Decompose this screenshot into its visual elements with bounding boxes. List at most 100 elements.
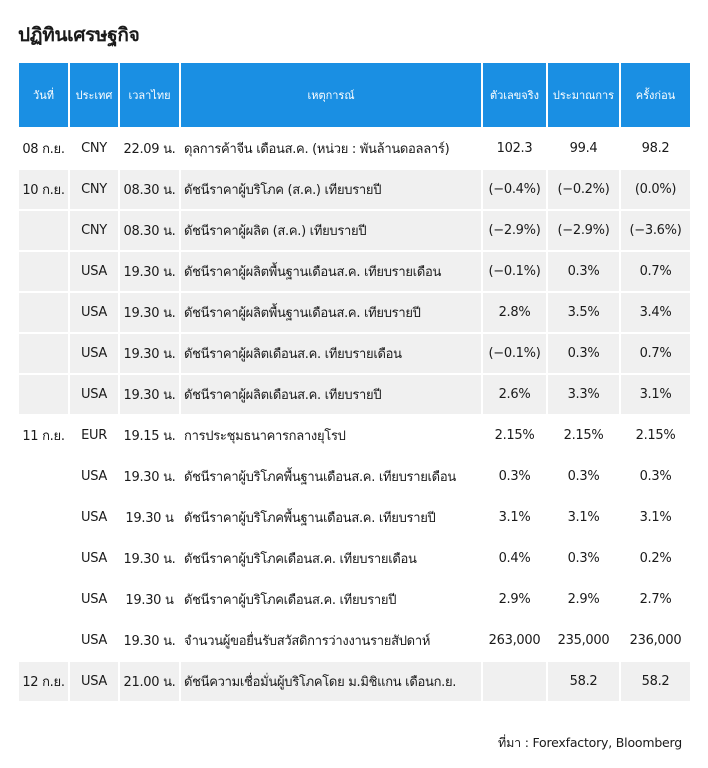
cell-actual: 0.4% [498, 551, 531, 566]
cell-date [19, 457, 68, 496]
table-row: USA 19.30 น. ดัชนีราคาผู้ผลิตเดือนส.ค. เที… [19, 375, 690, 414]
cell-event: ดัชนีราคาผู้ผลิต (ส.ค.) เทียบรายปี [181, 211, 481, 250]
cell-forecast: 0.3% [548, 252, 619, 291]
header-country: ประเทศ [70, 63, 118, 127]
cell-actual: (−2.9%) [483, 211, 546, 250]
cell-forecast: 99.4 [569, 141, 598, 156]
cell-previous: 2.7% [639, 592, 672, 607]
cell-actual: 3.1% [498, 510, 531, 525]
cell-previous: 2.15% [635, 428, 676, 443]
cell-date: 08 ก.ย. [22, 142, 65, 157]
cell-event: การประชุมธนาคารกลางยุโรป [184, 429, 346, 444]
cell-event: ดัชนีความเชื่อมั่นผู้บริโภคโดย ม.มิชิแกน… [181, 662, 481, 701]
cell-forecast: (−2.9%) [548, 211, 619, 250]
cell-actual: 2.6% [483, 375, 546, 414]
cell-date [19, 252, 68, 291]
header-actual: ตัวเลขจริง [483, 63, 546, 127]
cell-time: 19.30 น. [120, 293, 179, 332]
cell-forecast: 3.1% [567, 510, 600, 525]
cell-time: 19.30 น. [123, 552, 176, 567]
table-row: USA 19.30 น. จำนวนผู้ขอยื่นรับสวัสดิการว่า… [19, 621, 690, 660]
cell-event: ดัชนีราคาผู้ผลิตพื้นฐานเดือนส.ค. เทียบรา… [181, 293, 481, 332]
cell-actual: 2.9% [498, 592, 531, 607]
table-row: 08 ก.ย. CNY 22.09 น. ดุลการค้าจีน เดือนส.ค.… [19, 129, 690, 168]
cell-country: CNY [81, 141, 107, 156]
cell-forecast: 3.3% [548, 375, 619, 414]
cell-country: USA [80, 633, 107, 648]
cell-country: USA [70, 662, 118, 701]
cell-country: USA [80, 592, 107, 607]
cell-forecast: 2.15% [563, 428, 604, 443]
cell-event: ดัชนีราคาผู้บริโภคพื้นฐานเดือนส.ค. เทียบ… [184, 470, 456, 485]
page-title: ปฏิทินเศรษฐกิจ [18, 24, 140, 46]
cell-time: 19.30 น. [123, 634, 176, 649]
cell-event: ดัชนีราคาผู้บริโภคเดือนส.ค. เทียบรายเดือ… [184, 552, 417, 567]
header-forecast: ประมาณการ [548, 63, 619, 127]
cell-previous: 98.2 [641, 141, 670, 156]
cell-forecast: 3.5% [548, 293, 619, 332]
cell-forecast: 2.9% [567, 592, 600, 607]
table-row: USA 19.30 น. ดัชนีราคาผู้ผลิตพื้นฐานเดือนส… [19, 252, 690, 291]
header-event: เหตุการณ์ [181, 63, 481, 127]
cell-event: ดุลการค้าจีน เดือนส.ค. (หน่วย : พันล้านด… [184, 142, 450, 157]
cell-time: 19.30 น. [123, 470, 176, 485]
cell-actual: 102.3 [496, 141, 533, 156]
cell-previous: 58.2 [621, 662, 690, 701]
cell-event: ดัชนีราคาผู้บริโภค (ส.ค.) เทียบรายปี [181, 170, 481, 209]
cell-country: USA [70, 252, 118, 291]
cell-forecast: 0.3% [567, 469, 600, 484]
cell-time: 19.30 น. [120, 252, 179, 291]
table-row: USA 19.30 น. ดัชนีราคาผู้ผลิตเดือนส.ค. เที… [19, 334, 690, 373]
cell-date [19, 498, 68, 537]
header-time: เวลาไทย [120, 63, 179, 127]
cell-time: 22.09 น. [123, 142, 176, 157]
cell-actual: 2.8% [483, 293, 546, 332]
cell-previous: 236,000 [629, 633, 682, 648]
cell-previous: 0.2% [639, 551, 672, 566]
table-row: USA 19.30 น. ดัชนีราคาผู้ผลิตพื้นฐานเดือนส… [19, 293, 690, 332]
cell-date [19, 211, 68, 250]
cell-forecast: 235,000 [557, 633, 610, 648]
cell-actual: 263,000 [488, 633, 541, 648]
cell-date [19, 621, 68, 660]
cell-time: 19.30 น [125, 511, 174, 526]
cell-time: 08.30 น. [120, 211, 179, 250]
cell-date [19, 580, 68, 619]
header-row: วันที่ ประเทศ เวลาไทย เหตุการณ์ ตัวเลขจร… [19, 63, 690, 127]
cell-country: USA [70, 375, 118, 414]
cell-actual: (−0.1%) [483, 334, 546, 373]
cell-actual [483, 662, 546, 701]
cell-country: USA [70, 293, 118, 332]
header-date: วันที่ [19, 63, 68, 127]
cell-event: ดัชนีราคาผู้บริโภคเดือนส.ค. เทียบรายปี [184, 593, 397, 608]
cell-date: 11 ก.ย. [22, 429, 65, 444]
cell-event: ดัชนีราคาผู้ผลิตพื้นฐานเดือนส.ค. เทียบรา… [181, 252, 481, 291]
cell-country: EUR [81, 428, 107, 443]
cell-previous: 3.4% [621, 293, 690, 332]
cell-country: USA [70, 334, 118, 373]
cell-previous: 0.3% [639, 469, 672, 484]
cell-forecast: (−0.2%) [548, 170, 619, 209]
table-row: 10 ก.ย. CNY 08.30 น. ดัชนีราคาผู้บริโภค (ส.… [19, 170, 690, 209]
cell-time: 08.30 น. [120, 170, 179, 209]
table-row: USA 19.30 น ดัชนีราคาผู้บริโภคพื้นฐานเดือน… [19, 498, 690, 537]
cell-forecast: 0.3% [567, 551, 600, 566]
table-row: USA 19.30 น ดัชนีราคาผู้บริโภคเดือนส.ค. เท… [19, 580, 690, 619]
cell-country: USA [80, 551, 107, 566]
cell-time: 19.30 น. [120, 375, 179, 414]
cell-date [19, 539, 68, 578]
cell-event: จำนวนผู้ขอยื่นรับสวัสดิการว่างงานรายสัปด… [184, 634, 431, 649]
cell-actual: (−0.1%) [483, 252, 546, 291]
table-row: 11 ก.ย. EUR 19.15 น. การประชุมธนาคารกลางยุโ… [19, 416, 690, 455]
cell-date [19, 334, 68, 373]
cell-previous: (−3.6%) [621, 211, 690, 250]
cell-forecast: 58.2 [548, 662, 619, 701]
cell-actual: (−0.4%) [483, 170, 546, 209]
cell-previous: 0.7% [621, 252, 690, 291]
table-row: 12 ก.ย. USA 21.00 น. ดัชนีความเชื่อมั่นผู้บ… [19, 662, 690, 701]
table-row: USA 19.30 น. ดัชนีราคาผู้บริโภคเดือนส.ค. เ… [19, 539, 690, 578]
cell-event: ดัชนีราคาผู้บริโภคพื้นฐานเดือนส.ค. เทียบ… [184, 511, 436, 526]
cell-time: 19.15 น. [123, 429, 176, 444]
cell-country: USA [80, 510, 107, 525]
cell-previous: 3.1% [621, 375, 690, 414]
